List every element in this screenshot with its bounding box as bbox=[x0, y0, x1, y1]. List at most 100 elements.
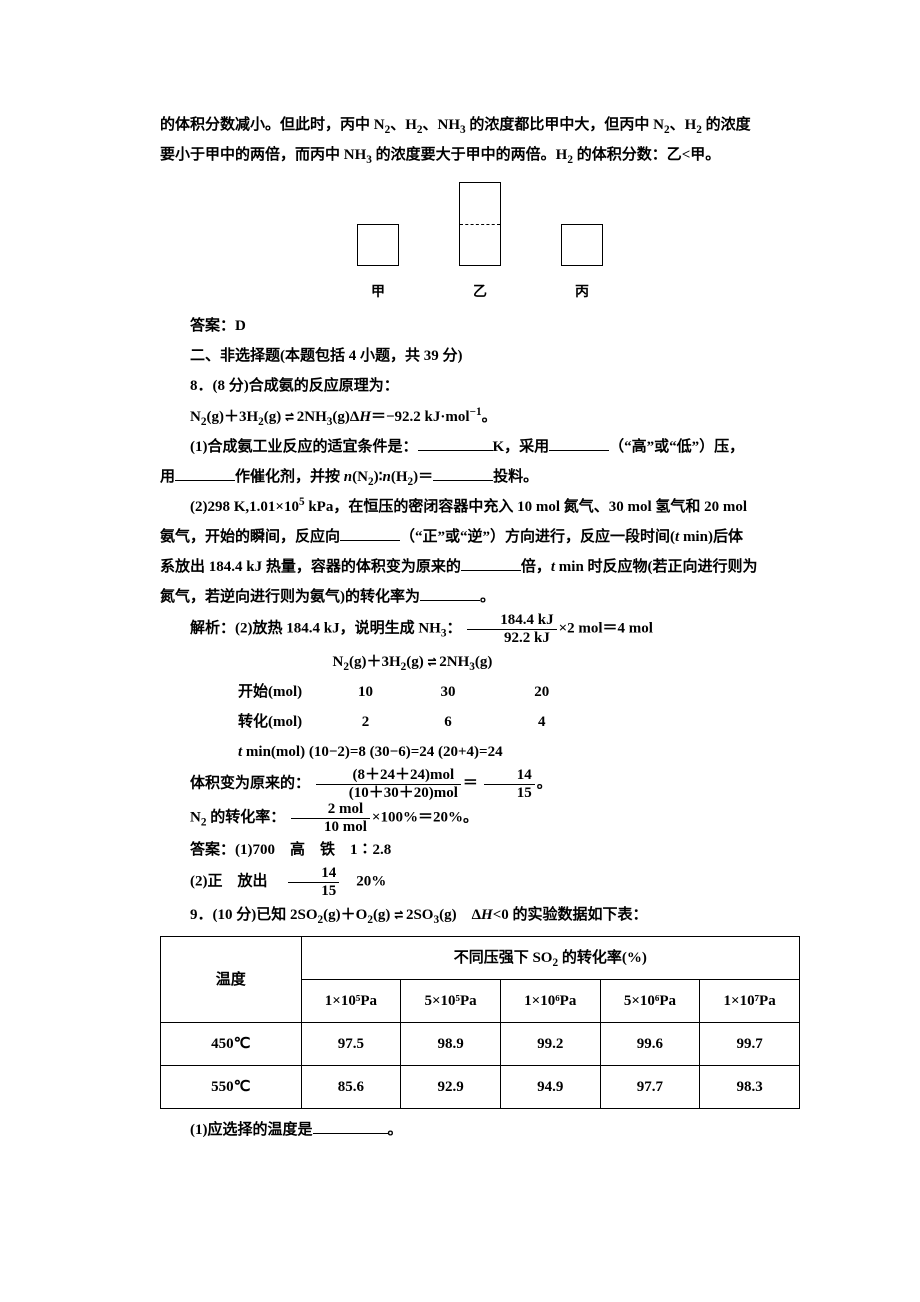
col-temp: 温度 bbox=[161, 937, 302, 1023]
txt: 要小于甲中的两倍，而丙中 NH bbox=[160, 147, 366, 163]
denominator: 92.2 kJ bbox=[467, 630, 556, 647]
txt: min)后体 bbox=[679, 529, 743, 545]
txt: 投料。 bbox=[493, 469, 538, 485]
txt: 、NH bbox=[423, 117, 461, 133]
txt: 氮气，若逆向进行则为氨气)的转化率为 bbox=[160, 589, 420, 605]
txt: H bbox=[481, 907, 493, 923]
cell: 99.2 bbox=[500, 1023, 600, 1066]
txt: 系放出 184.4 kJ 热量，容器的体积变为原来的 bbox=[160, 559, 461, 575]
txt: K，采用 bbox=[493, 439, 550, 455]
cell: 10 bbox=[332, 677, 400, 707]
blank-field[interactable] bbox=[433, 465, 493, 482]
txt: (g) bbox=[373, 907, 394, 923]
cell: 98.3 bbox=[700, 1066, 800, 1109]
fraction: 184.4 kJ 92.2 kJ bbox=[467, 612, 556, 646]
numerator: 14 bbox=[288, 865, 339, 883]
txt: (g) bbox=[406, 654, 427, 670]
txt: ＝−92.2 kJ·mol bbox=[371, 409, 470, 425]
txt: 。 bbox=[480, 589, 495, 605]
txt: 、H bbox=[670, 117, 697, 133]
fraction: 2 mol 10 mol bbox=[291, 801, 370, 835]
cell: 99.7 bbox=[700, 1023, 800, 1066]
txt: 2NH bbox=[436, 654, 470, 670]
numerator: 184.4 kJ bbox=[467, 612, 556, 630]
cell: 30 bbox=[403, 677, 493, 707]
denominator: (10＋30＋20)mol bbox=[316, 785, 461, 802]
cell: 94.9 bbox=[500, 1066, 600, 1109]
cell: 6 bbox=[403, 707, 493, 737]
col-p5: 1×10⁷Pa bbox=[700, 980, 800, 1023]
numerator: (8＋24＋24)mol bbox=[316, 767, 461, 785]
txt: (g)＋O bbox=[323, 907, 367, 923]
box-b bbox=[459, 182, 501, 266]
eq-arrow-icon: ⇌ bbox=[428, 652, 436, 670]
container-diagram: 甲 乙 丙 bbox=[160, 182, 800, 307]
txt: （“高”或“低”）压， bbox=[609, 439, 744, 455]
q8-p1: (1)合成氨工业反应的适宜条件是：K，采用（“高”或“低”）压， bbox=[160, 432, 800, 462]
col-p3: 1×10⁶Pa bbox=[500, 980, 600, 1023]
denominator: 15 bbox=[484, 785, 535, 802]
q8-p2d: 氮气，若逆向进行则为氨气)的转化率为 。 bbox=[160, 582, 800, 612]
blank-field[interactable] bbox=[549, 435, 609, 452]
txt: n bbox=[382, 469, 390, 485]
so2-conversion-table: 温度 不同压强下 SO2 的转化率(%) 1×10⁵Pa 5×10⁵Pa 1×1… bbox=[160, 936, 800, 1109]
q8-conversion: N2 的转化率： 2 mol 10 mol ×100%＝20%。 bbox=[160, 801, 800, 835]
stoich-row-1: 开始(mol) 10 30 20 bbox=[238, 677, 800, 707]
intro-line-2: 要小于甲中的两倍，而丙中 NH3 的浓度要大于甲中的两倍。H2 的体积分数：乙<… bbox=[160, 140, 800, 170]
blank-field[interactable] bbox=[461, 555, 521, 572]
row-label: 开始(mol) bbox=[238, 677, 328, 707]
txt: (N bbox=[352, 469, 368, 485]
blank-field[interactable] bbox=[313, 1118, 388, 1135]
eq-arrow-icon: ⇌ bbox=[394, 905, 402, 923]
txt: 的浓度要大于甲中的两倍。H bbox=[372, 147, 567, 163]
cell: 97.5 bbox=[301, 1023, 401, 1066]
txt: (g)Δ bbox=[332, 409, 359, 425]
fraction: 14 15 bbox=[484, 767, 535, 801]
txt: 氨气，开始的瞬间，反应向 bbox=[160, 529, 340, 545]
q8-sol-line: 解析：(2)放热 184.4 kJ，说明生成 NH3： 184.4 kJ 92.… bbox=[160, 612, 800, 646]
stoich-row-2: 转化(mol) 2 6 4 bbox=[238, 707, 800, 737]
blank-field[interactable] bbox=[175, 465, 235, 482]
txt: (g)＋3H bbox=[349, 654, 401, 670]
txt: N bbox=[190, 409, 201, 425]
q8-title: 8．(8 分)合成氨的反应原理为： bbox=[160, 371, 800, 401]
txt: (g) Δ bbox=[439, 907, 481, 923]
q8-p1b: 用作催化剂，并按 n(N2)∶n(H2)＝投料。 bbox=[160, 462, 800, 492]
txt: 、H bbox=[390, 117, 417, 133]
q8-p2a: (2)298 K,1.01×105 kPa，在恒压的密闭容器中充入 10 mol… bbox=[160, 492, 800, 522]
txt: N bbox=[333, 654, 344, 670]
txt: (1)应选择的温度是 bbox=[190, 1122, 313, 1138]
numerator: 2 mol bbox=[291, 801, 370, 819]
col-p4: 5×10⁶Pa bbox=[600, 980, 700, 1023]
txt: 2SO bbox=[402, 907, 433, 923]
cell: 99.6 bbox=[600, 1023, 700, 1066]
col-p1: 1×10⁵Pa bbox=[301, 980, 401, 1023]
q9-title: 9．(10 分)已知 2SO2(g)＋O2(g) ⇌ 2SO3(g) ΔH<0 … bbox=[160, 899, 800, 930]
txt: 的体积分数减小。但此时，丙中 N bbox=[160, 117, 385, 133]
txt: n bbox=[344, 469, 352, 485]
table-row: 450℃ 97.5 98.9 99.2 99.6 99.7 bbox=[161, 1023, 800, 1066]
txt: 解析：(2)放热 184.4 kJ，说明生成 NH bbox=[190, 620, 441, 636]
q8-sol-eq: N2(g)＋3H2(g) ⇌ 2NH3(g) bbox=[333, 646, 801, 677]
txt: 用 bbox=[160, 469, 175, 485]
blank-field[interactable] bbox=[340, 525, 400, 542]
cell: 98.9 bbox=[401, 1023, 501, 1066]
stoich-row-3: t min(mol) (10−2)=8 (30−6)=24 (20+4)=24 bbox=[238, 737, 800, 767]
txt: <0 的实验数据如下表： bbox=[493, 907, 648, 923]
diagram-item-c: 丙 bbox=[561, 224, 603, 307]
table-row: 550℃ 85.6 92.9 94.9 97.7 98.3 bbox=[161, 1066, 800, 1109]
numerator: 14 bbox=[484, 767, 535, 785]
txt: 。 bbox=[388, 1122, 403, 1138]
table-header-row: 温度 不同压强下 SO2 的转化率(%) bbox=[161, 937, 800, 980]
intro-line-1: 的体积分数减小。但此时，丙中 N2、H2、NH3 的浓度都比甲中大，但丙中 N2… bbox=[160, 110, 800, 140]
blank-field[interactable] bbox=[418, 435, 493, 452]
cell: 97.7 bbox=[600, 1066, 700, 1109]
txt: (g)＋3H bbox=[206, 409, 258, 425]
cell-temp: 550℃ bbox=[161, 1066, 302, 1109]
txt: min(mol) (10−2)=8 (30−6)=24 (20+4)=24 bbox=[242, 744, 502, 760]
cell: 4 bbox=[497, 707, 587, 737]
txt: 体积变为原来的： bbox=[190, 775, 310, 791]
txt: 9．(10 分)已知 2SO bbox=[190, 907, 318, 923]
blank-field[interactable] bbox=[420, 585, 480, 602]
txt: ×100%＝20%。 bbox=[372, 809, 478, 825]
